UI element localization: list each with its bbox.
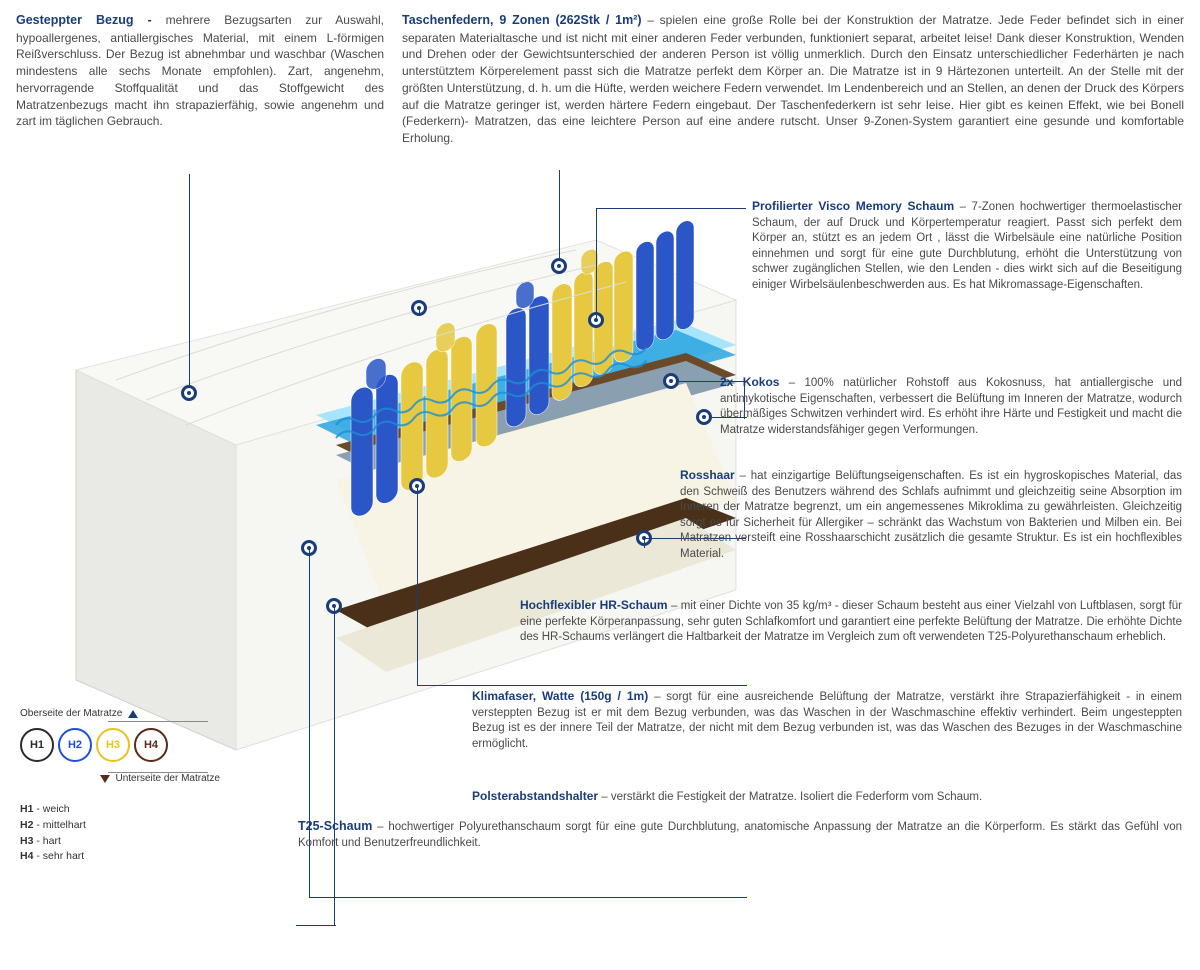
callout-dot-kokos1 xyxy=(663,373,679,389)
leader xyxy=(417,685,747,686)
springs-description: Taschenfedern, 9 Zonen (262Stk / 1m²) – … xyxy=(402,12,1184,147)
leader xyxy=(596,208,746,209)
leader xyxy=(189,174,190,387)
leader xyxy=(417,486,418,686)
leader xyxy=(309,897,747,898)
legend-top-label: Oberseite der Matratze xyxy=(20,708,122,719)
layer-rosshaar-title: Rosshaar xyxy=(680,468,735,482)
layer-klima-title: Klimafaser, Watte (150g / 1m) xyxy=(472,689,648,703)
callout-dot-springs xyxy=(551,258,567,274)
hardness-h1: H1 xyxy=(20,728,54,762)
layer-visco-text: – 7-Zonen hochwertiger thermoelastischer… xyxy=(752,201,1182,291)
springs-title: Taschenfedern, 9 Zonen (262Stk / 1m²) xyxy=(402,13,642,27)
layer-polster-title: Polsterabstandshalter xyxy=(472,789,598,803)
layer-t25: T25-Schaum – hochwertiger Polyurethansch… xyxy=(298,818,1182,851)
callout-dot-cover xyxy=(181,385,197,401)
cover-title: Gesteppter Bezug - xyxy=(16,13,166,27)
hardness-legend: Oberseite der Matratze H1 H2 H3 H4 Unter… xyxy=(20,708,250,865)
layer-t25-text: – hochwertiger Polyurethanschaum sorgt f… xyxy=(298,821,1182,849)
cover-text: mehrere Bezugsarten zur Auswahl, hypoall… xyxy=(16,13,384,128)
hardness-circles: H1 H2 H3 H4 xyxy=(20,728,250,762)
layer-visco-title: Profilierter Visco Memory Schaum xyxy=(752,199,954,213)
legend-bottom-label: Unterseite der Matratze xyxy=(116,773,221,784)
layer-klima: Klimafaser, Watte (150g / 1m) – sorgt fü… xyxy=(472,688,1182,752)
springs-text: – spielen eine große Rolle bei der Konst… xyxy=(402,13,1184,145)
hardness-h2: H2 xyxy=(58,728,92,762)
layer-t25-title: T25-Schaum xyxy=(298,819,372,833)
leader xyxy=(644,538,645,548)
hardness-list: H1 - weich H2 - mittelhart H3 - hart H4 … xyxy=(20,802,250,865)
layer-polster-text: – verstärkt die Festigkeit der Matratze.… xyxy=(598,791,982,803)
layer-kokos-text: – 100% natürlicher Rohstoff aus Kokosnus… xyxy=(720,377,1182,436)
layer-hr-title: Hochflexibler HR-Schaum xyxy=(520,598,668,612)
mattress-cutaway xyxy=(36,240,736,750)
leader xyxy=(334,606,335,926)
leader xyxy=(296,925,336,926)
layer-polster: Polsterabstandshalter – verstärkt die Fe… xyxy=(472,788,1182,806)
hardness-h4: H4 xyxy=(134,728,168,762)
layer-kokos: 2x Kokos – 100% natürlicher Rohstoff aus… xyxy=(720,374,1182,438)
layer-hr: Hochflexibler HR-Schaum – mit einer Dich… xyxy=(520,597,1182,646)
arrow-up-icon xyxy=(128,710,138,718)
arrow-down-icon xyxy=(100,775,110,783)
layer-kokos-title: 2x Kokos xyxy=(720,375,779,389)
layer-rosshaar: Rosshaar – hat einzigartige Belüftungsei… xyxy=(680,467,1182,562)
callout-dot-kokos2 xyxy=(696,409,712,425)
top-text-row: Gesteppter Bezug - mehrere Bezugsarten z… xyxy=(16,12,1184,147)
leader xyxy=(419,308,420,315)
leader xyxy=(559,170,560,260)
layer-rosshaar-text: – hat einzigartige Belüftungseigenschaft… xyxy=(680,470,1182,560)
hardness-h3: H3 xyxy=(96,728,130,762)
leader xyxy=(596,208,597,318)
cover-description: Gesteppter Bezug - mehrere Bezugsarten z… xyxy=(16,12,384,147)
layer-visco: Profilierter Visco Memory Schaum – 7-Zon… xyxy=(752,198,1182,293)
mattress-diagram xyxy=(16,200,726,760)
